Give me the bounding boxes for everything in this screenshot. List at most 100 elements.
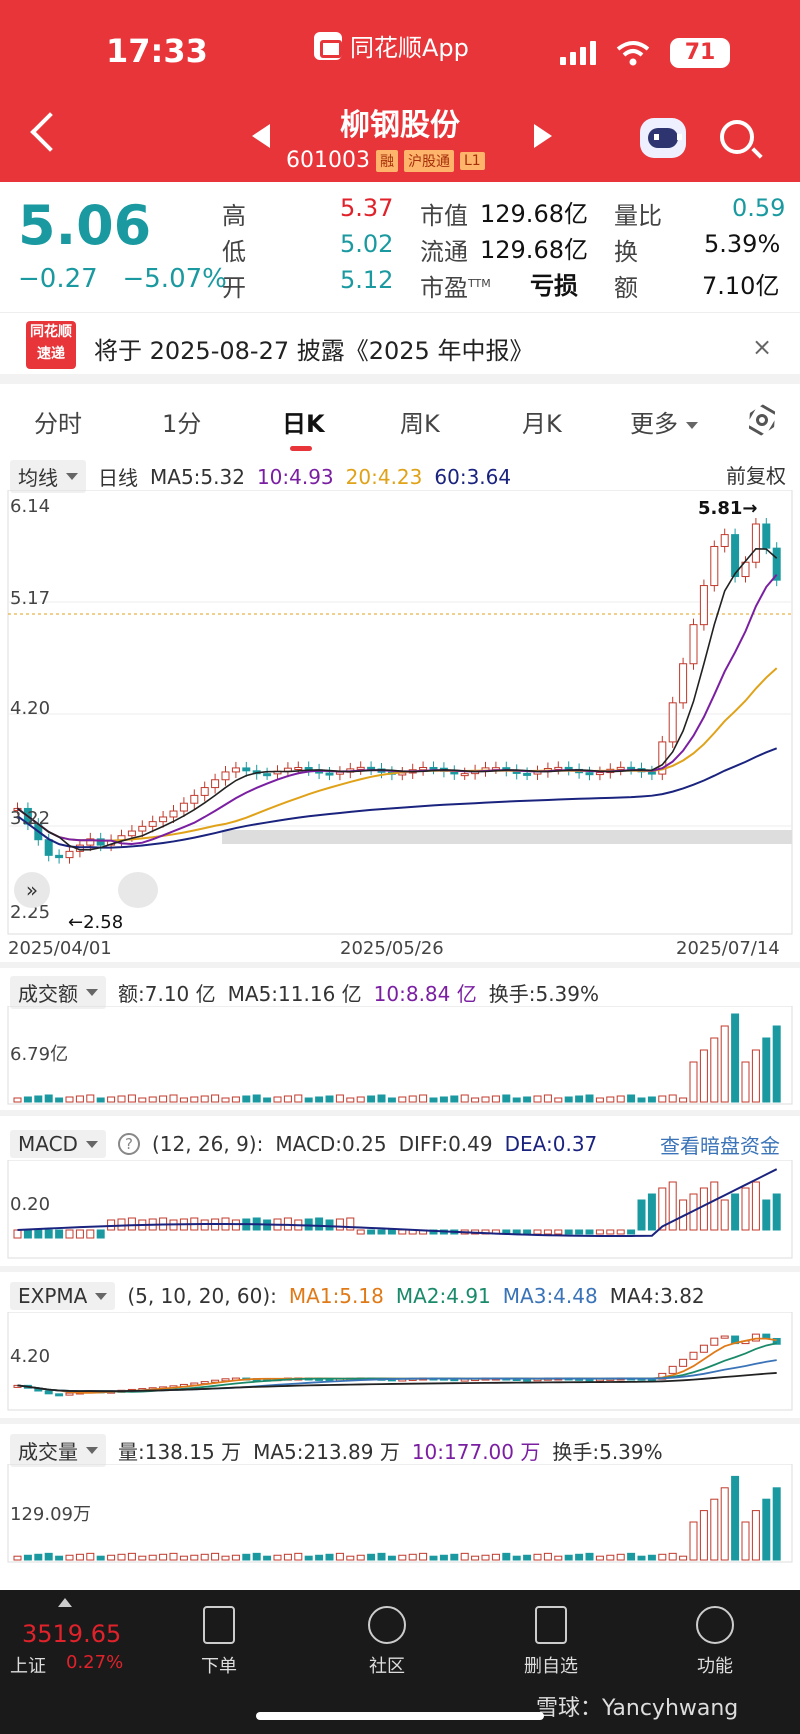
bar <box>44 1552 53 1561</box>
bar <box>637 1555 646 1561</box>
tab-timeshare[interactable]: 分时 <box>34 410 82 438</box>
bar <box>543 1552 552 1561</box>
macd-value: MACD:0.25 <box>275 1132 387 1156</box>
candle <box>96 838 105 846</box>
expand-icon[interactable]: » <box>14 872 50 908</box>
status-app-label: 同花顺App <box>350 34 469 62</box>
kline-header: 均线 日线 MA5:5.32 10:4.93 20:4.23 60:3.64 <box>10 460 511 493</box>
bar <box>408 1095 417 1103</box>
expma-chart[interactable] <box>0 1312 800 1412</box>
tab-more-label: 更多 <box>630 410 678 438</box>
candle <box>263 773 272 777</box>
dark-pool-link[interactable]: 查看暗盘资金 <box>660 1134 780 1158</box>
candle <box>138 825 147 832</box>
notice-logo-bottom: 速递 <box>37 346 65 362</box>
expma-candle <box>668 1365 677 1374</box>
bar <box>554 1097 563 1103</box>
bar <box>335 1218 344 1231</box>
order-icon <box>203 1606 235 1644</box>
candle <box>679 663 688 704</box>
bar <box>523 1096 532 1103</box>
tab-weekly-k[interactable]: 周K <box>400 410 440 438</box>
tab-more[interactable]: 更多 <box>630 404 698 439</box>
candle <box>772 547 781 581</box>
bar <box>533 1095 542 1103</box>
volume-ma5: MA5:213.89 万 <box>253 1440 400 1464</box>
search-icon[interactable] <box>720 120 754 154</box>
bar <box>647 1096 656 1103</box>
divider <box>0 1266 800 1272</box>
bar <box>179 1555 188 1561</box>
change-pct: −5.07% <box>122 264 227 294</box>
bar <box>554 1229 563 1235</box>
candle <box>55 854 64 859</box>
robot-assistant-icon[interactable] <box>640 118 686 158</box>
expma-dropdown[interactable]: EXPMA <box>10 1282 116 1310</box>
bar <box>96 1555 105 1561</box>
tab-1min[interactable]: 1分 <box>162 410 202 438</box>
ma-dropdown[interactable]: 均线 <box>10 460 86 493</box>
chevron-down-icon <box>66 473 78 480</box>
bar <box>346 1097 355 1103</box>
tab-monthly-k[interactable]: 月K <box>522 410 562 438</box>
open-label: 开 <box>222 274 246 302</box>
remove-watchlist-label: 删自选 <box>524 1656 578 1677</box>
amount-value: 7.10亿 <box>702 272 780 300</box>
candle <box>231 767 240 773</box>
prev-stock-button[interactable] <box>252 124 270 148</box>
bar <box>96 1097 105 1103</box>
macd-params: (12, 26, 9): <box>151 1132 264 1156</box>
close-icon[interactable]: × <box>752 333 773 361</box>
volume-dropdown[interactable]: 成交量 <box>10 1434 106 1467</box>
notice-bar[interactable]: 同花顺 速递 将于 2025-08-27 披露《2025 年中报》 × <box>0 312 800 369</box>
settings-icon-center <box>756 414 768 426</box>
bar <box>679 1097 688 1103</box>
fullscreen-icon[interactable] <box>118 872 158 908</box>
bar <box>200 1095 209 1103</box>
candle <box>627 766 636 770</box>
volume-chart[interactable] <box>0 1464 800 1564</box>
bar <box>637 1199 646 1231</box>
remove-watchlist-button[interactable]: 删自选 <box>506 1600 596 1678</box>
functions-button[interactable]: 功能 <box>670 1600 760 1678</box>
bar <box>751 1510 760 1561</box>
amount-current: 额:7.10 亿 <box>118 982 216 1006</box>
bar <box>325 1095 334 1103</box>
bar <box>127 1217 136 1231</box>
bar <box>273 1096 282 1103</box>
bar <box>304 1097 313 1103</box>
index-value[interactable]: 3519.65 <box>22 1620 122 1648</box>
bar <box>502 1552 511 1561</box>
bar <box>512 1555 521 1561</box>
bar <box>731 1013 740 1103</box>
kline-chart[interactable] <box>0 490 800 940</box>
amount-dropdown[interactable]: 成交额 <box>10 976 106 1009</box>
bar <box>75 1229 84 1239</box>
bar <box>387 1555 396 1561</box>
amount-chart[interactable] <box>0 1006 800 1106</box>
bar <box>627 1094 636 1103</box>
help-icon[interactable]: ? <box>117 1133 140 1155</box>
kline-period: 日线 <box>98 466 138 490</box>
candle <box>65 850 74 859</box>
order-button[interactable]: 下单 <box>174 1600 264 1678</box>
bar <box>606 1554 615 1561</box>
pe-value: 亏损 <box>530 272 578 300</box>
macd-chart[interactable] <box>0 1160 800 1260</box>
adjust-mode[interactable]: 前复权 <box>726 464 786 488</box>
candle <box>221 771 230 781</box>
candle <box>148 821 157 827</box>
macd-dropdown[interactable]: MACD <box>10 1130 106 1158</box>
next-stock-button[interactable] <box>534 124 552 148</box>
bar <box>107 1554 116 1561</box>
index-name: 上证 <box>10 1656 46 1677</box>
dea-value: DEA:0.37 <box>504 1132 598 1156</box>
bar <box>564 1229 573 1235</box>
bar <box>377 1094 386 1103</box>
bar <box>616 1229 625 1235</box>
expand-up-icon[interactable] <box>58 1598 72 1607</box>
tab-daily-k[interactable]: 日K <box>282 410 325 438</box>
diff-value: DIFF:0.49 <box>398 1132 493 1156</box>
notice-text: 将于 2025-08-27 披露《2025 年中报》 <box>94 337 534 365</box>
community-button[interactable]: 社区 <box>342 1600 432 1678</box>
